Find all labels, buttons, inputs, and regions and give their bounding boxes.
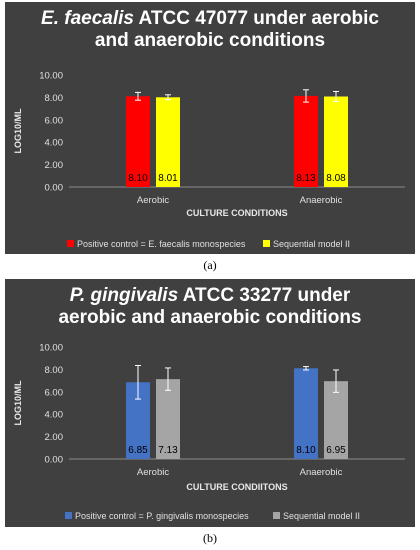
chart-title-species: P. gingivalis	[69, 285, 179, 306]
y-tick-label: 6.00	[45, 387, 64, 398]
bar-chart-a: 0.00 2.00 4.00 6.00 8.00 10.00 LOG10/ML 8.10 8.0…	[13, 71, 405, 249]
y-tick-label: 2.00	[45, 160, 64, 171]
chart-title-line1-rest: ATCC 47077 under aerobic	[133, 8, 379, 29]
bar	[126, 96, 150, 187]
y-tick-label: 0.00	[45, 183, 64, 194]
data-label: 8.10	[128, 173, 148, 184]
x-tick-label: Anaerobic	[300, 467, 343, 478]
y-axis-label: LOG10/ML	[13, 380, 23, 426]
y-tick-label: 2.00	[45, 432, 64, 443]
legend-label: Sequential model II	[273, 239, 350, 249]
legend-label: Positive control = P. gingivalis monospe…	[75, 511, 249, 521]
y-axis-label: LOG10/ML	[13, 108, 23, 154]
legend-swatch	[263, 240, 270, 247]
y-tick-label: 4.00	[45, 410, 64, 421]
y-tick-label: 8.00	[45, 365, 64, 376]
data-label: 6.85	[128, 445, 148, 456]
chart-title-line-1: E. faecalis ATCC 47077 under aerobic	[5, 8, 415, 30]
legend-label: Positive control = E. faecalis monospeci…	[77, 239, 246, 249]
chart-title: P. gingivalis ATCC 33277 under aerobic a…	[5, 285, 415, 329]
chart-title-line1-rest: ATCC 33277 under	[178, 285, 351, 306]
y-tick-label: 8.00	[45, 93, 64, 104]
y-tick-label: 10.00	[39, 71, 63, 82]
x-axis-label: CULTURE CONDIITONS	[186, 482, 287, 492]
figure-caption-b: (b)	[203, 531, 217, 545]
x-tick-label: Anaerobic	[300, 195, 343, 206]
legend-swatch	[65, 512, 72, 519]
chart-panel-a: E. faecalis ATCC 47077 under aerobic and…	[5, 2, 415, 254]
bar	[324, 96, 348, 187]
bar	[294, 368, 318, 459]
data-label: 8.13	[296, 173, 316, 184]
bar	[294, 95, 318, 187]
chart-title-species: E. faecalis	[41, 8, 134, 29]
x-axis-label: CULTURE CONDITIONS	[186, 208, 287, 218]
chart-title-line-2: and anaerobic conditions	[94, 30, 326, 51]
x-tick-label: Aerobic	[137, 195, 169, 206]
chart-title-line-2: aerobic and anaerobic conditions	[58, 307, 362, 328]
legend-swatch	[67, 240, 74, 247]
y-tick-label: 4.00	[45, 138, 64, 149]
data-label: 8.08	[326, 173, 346, 184]
chart-title-line-1: P. gingivalis ATCC 33277 under	[5, 285, 415, 307]
data-label: 6.95	[326, 445, 346, 456]
figure-caption-a: (a)	[203, 258, 217, 272]
y-tick-label: 6.00	[45, 115, 64, 126]
chart-panel-b: P. gingivalis ATCC 33277 under aerobic a…	[5, 279, 415, 527]
x-tick-label: Aerobic	[137, 467, 169, 478]
bar-chart-b: 0.00 2.00 4.00 6.00 8.00 10.00 LOG10/ML 6.85 7.1…	[13, 343, 405, 521]
data-label: 8.10	[296, 445, 316, 456]
bar	[156, 379, 180, 459]
legend-label: Sequential model II	[283, 511, 360, 521]
data-label: 7.13	[158, 445, 178, 456]
bar	[324, 381, 348, 459]
chart-title: E. faecalis ATCC 47077 under aerobic and…	[5, 8, 415, 52]
data-label: 8.01	[158, 173, 178, 184]
y-tick-label: 10.00	[39, 343, 63, 354]
bar	[156, 97, 180, 187]
legend-swatch	[273, 512, 280, 519]
y-tick-label: 0.00	[45, 455, 64, 466]
